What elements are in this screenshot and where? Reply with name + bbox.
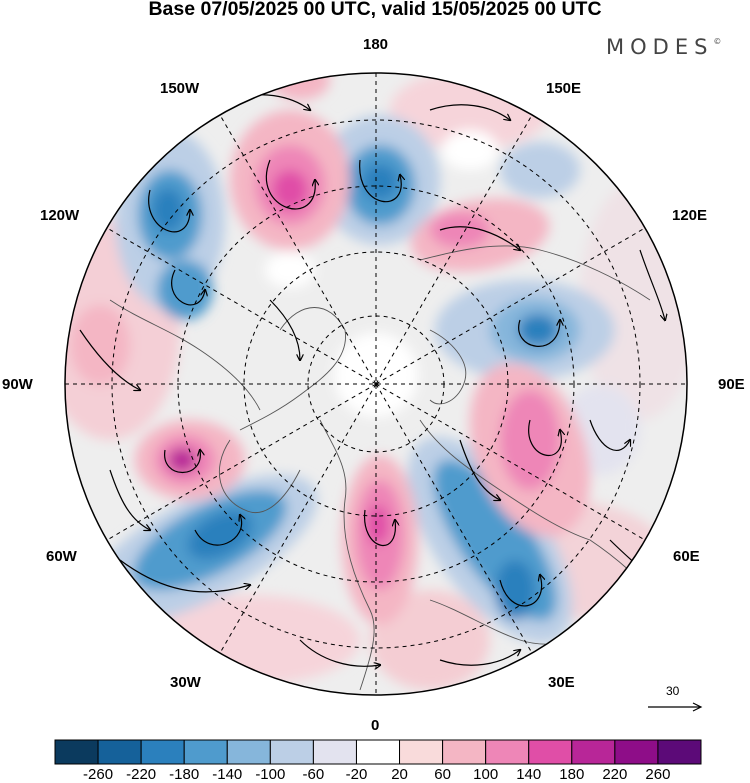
lon-label-120e: 120E <box>672 207 708 224</box>
lon-label-120w: 120W <box>40 207 80 224</box>
map-title: Base 07/05/2025 00 UTC, valid 15/05/2025… <box>148 0 602 20</box>
anomaly-field <box>65 73 687 695</box>
colorbar-tick-label: -140 <box>212 766 243 783</box>
colorbar-swatch <box>312 739 357 765</box>
reference-vector-label: 30 <box>666 684 680 698</box>
lon-label-150w: 150W <box>160 80 200 97</box>
colorbar-swatch <box>54 739 99 765</box>
polar-anomaly-map <box>64 72 688 696</box>
coastlines <box>109 245 661 691</box>
colorbar-swatch <box>485 739 530 765</box>
colorbar-tick-label: 20 <box>391 766 408 783</box>
colorbar-tick-label: -180 <box>169 766 200 783</box>
wind-streamlines <box>79 94 665 666</box>
lon-label-150e: 150E <box>546 80 582 97</box>
colorbar-tick-label: 100 <box>473 766 499 783</box>
colorbar-swatch <box>226 739 271 765</box>
lon-label-30w: 30W <box>170 674 201 691</box>
colorbar <box>54 739 702 765</box>
colorbar-tick-label: 140 <box>516 766 542 783</box>
colorbar-swatch <box>183 739 228 765</box>
colorbar-tick-label: -20 <box>345 766 368 783</box>
colorbar-swatch <box>657 739 702 765</box>
map-boundary <box>64 72 688 696</box>
colorbar-tick-label: -220 <box>126 766 157 783</box>
colorbar-tick-label: -60 <box>302 766 325 783</box>
lon-label-30e: 30E <box>548 674 575 691</box>
colorbar-tick-label: 260 <box>645 766 671 783</box>
modes-logo: MODES© <box>606 35 721 59</box>
brand-mark: © <box>713 37 722 46</box>
colorbar-swatch <box>140 739 185 765</box>
lon-label-60w: 60W <box>46 548 77 565</box>
lon-label-90w: 90W <box>2 376 33 393</box>
colorbar-tick-label: -260 <box>83 766 114 783</box>
lon-label-60e: 60E <box>673 548 700 565</box>
colorbar-tick-label: 220 <box>602 766 628 783</box>
graticule <box>65 73 687 695</box>
colorbar-tick-label: 60 <box>434 766 451 783</box>
lon-label-180: 180 <box>363 36 389 53</box>
colorbar-swatch <box>614 739 659 765</box>
lon-label-90e: 90E <box>718 376 745 393</box>
colorbar-swatch <box>571 739 616 765</box>
colorbar-tick-label: 180 <box>559 766 585 783</box>
colorbar-swatch <box>97 739 142 765</box>
colorbar-swatch <box>355 739 401 765</box>
colorbar-swatch <box>399 739 444 765</box>
colorbar-swatch <box>442 739 487 765</box>
colorbar-swatch <box>269 739 314 765</box>
colorbar-swatch <box>528 739 573 765</box>
colorbar-tick-label: -100 <box>255 766 286 783</box>
lon-label-0: 0 <box>371 717 380 734</box>
brand-text: MODES <box>606 35 714 59</box>
reference-vector-arrow <box>648 702 703 712</box>
